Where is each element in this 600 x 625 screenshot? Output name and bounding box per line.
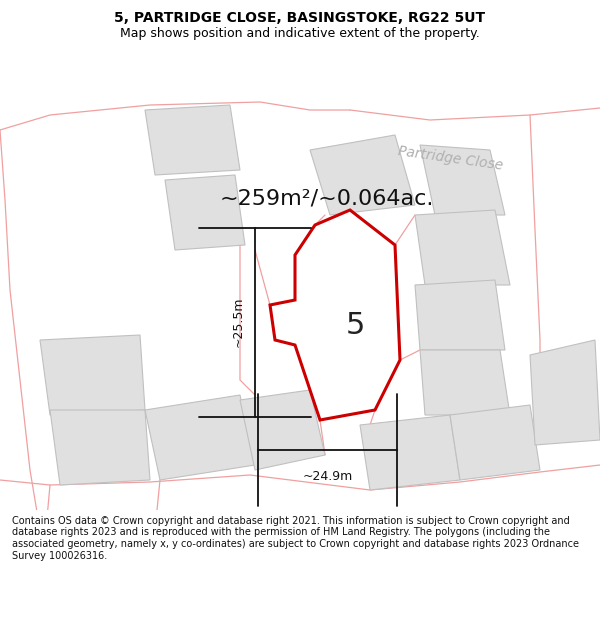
Polygon shape — [165, 175, 245, 250]
Polygon shape — [415, 280, 505, 350]
Polygon shape — [145, 105, 240, 175]
Text: ~259m²/~0.064ac.: ~259m²/~0.064ac. — [220, 188, 434, 208]
Polygon shape — [40, 335, 145, 415]
Polygon shape — [145, 395, 255, 480]
Polygon shape — [310, 135, 415, 215]
Polygon shape — [360, 415, 460, 490]
Text: Map shows position and indicative extent of the property.: Map shows position and indicative extent… — [120, 27, 480, 40]
Text: 5, PARTRIDGE CLOSE, BASINGSTOKE, RG22 5UT: 5, PARTRIDGE CLOSE, BASINGSTOKE, RG22 5U… — [115, 11, 485, 25]
Text: ~24.9m: ~24.9m — [303, 470, 353, 483]
Polygon shape — [240, 390, 325, 470]
Text: ~25.5m: ~25.5m — [232, 297, 245, 348]
Polygon shape — [50, 410, 150, 485]
Polygon shape — [420, 350, 510, 415]
Polygon shape — [450, 405, 540, 480]
Text: Partridge Close: Partridge Close — [397, 144, 503, 172]
Text: Contains OS data © Crown copyright and database right 2021. This information is : Contains OS data © Crown copyright and d… — [12, 516, 579, 561]
Polygon shape — [420, 145, 505, 215]
Polygon shape — [415, 210, 510, 285]
Polygon shape — [530, 340, 600, 445]
Polygon shape — [270, 210, 400, 420]
Text: 5: 5 — [346, 311, 365, 339]
